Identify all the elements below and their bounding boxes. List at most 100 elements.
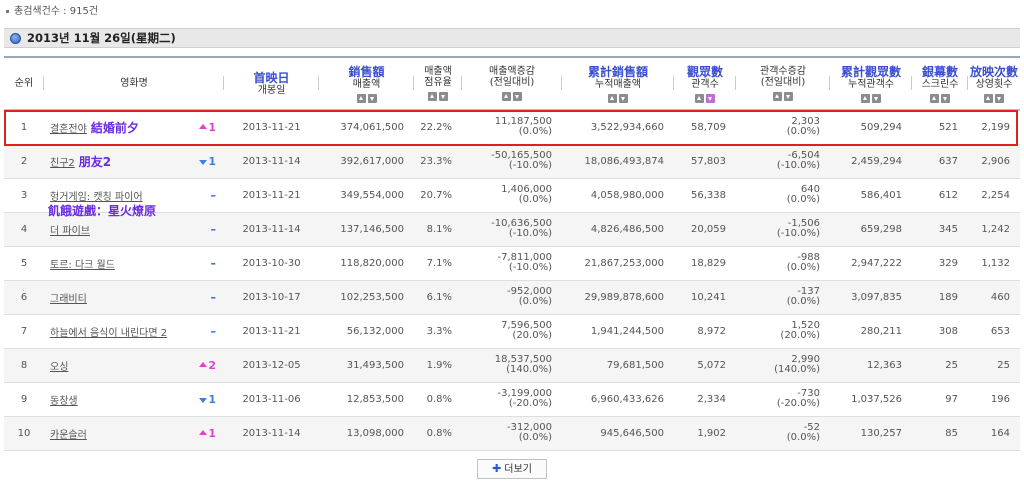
release-cell: 2013-11-21 bbox=[224, 110, 319, 145]
more-button[interactable]: ✚ 더보기 bbox=[477, 459, 547, 479]
cum-sales-cell: 18,086,493,874 bbox=[562, 144, 674, 179]
sales-change-cell: 11,187,500 (0.0%) bbox=[462, 110, 562, 145]
shows-cell: 1,132 bbox=[968, 246, 1020, 281]
rank-change: 1 bbox=[199, 155, 216, 168]
arrow-up-icon bbox=[199, 429, 208, 435]
rank-change: – bbox=[210, 222, 217, 236]
table-row: 6 그래비티 – 2013-10-17 102,253,500 6.1% -95… bbox=[4, 280, 1020, 315]
chinese-title-annotation: 飢餓遊戲：星火燎原 bbox=[48, 204, 157, 218]
movie-title-link[interactable]: 헝거게임: 캣칭 파이어 bbox=[50, 191, 143, 203]
sort-up-icon[interactable] bbox=[428, 92, 437, 101]
header-audience: 觀眾數 관객수 bbox=[674, 56, 736, 111]
table-row: 10 카운슬러 1 2013-11-14 13,098,000 0.8% -31… bbox=[4, 416, 1020, 451]
movie-title-link[interactable]: 카운슬러 bbox=[50, 429, 87, 441]
sort-down-icon[interactable] bbox=[941, 93, 950, 103]
sales-change-cell: -50,165,500 (-10.0%) bbox=[462, 144, 562, 179]
cum-audience-cell: 2,947,222 bbox=[830, 246, 912, 281]
more-button-label: 더보기 bbox=[504, 464, 532, 475]
sort-down-icon[interactable] bbox=[872, 93, 881, 103]
title-cell: 헝거게임: 캣칭 파이어 – bbox=[44, 178, 224, 213]
shows-cell: 2,906 bbox=[968, 144, 1020, 179]
table-row: 8 오싱 2 2013-12-05 31,493,500 1.9% 18,537… bbox=[4, 348, 1020, 383]
header-cum-sales: 累計銷售額 누적매출액 bbox=[562, 56, 674, 111]
screens-cell: 308 bbox=[912, 314, 968, 349]
release-cell: 2013-11-21 bbox=[224, 314, 319, 349]
aud-change-cell: 640 (0.0%) bbox=[736, 178, 830, 213]
sort-up-icon[interactable] bbox=[984, 93, 993, 103]
header-cum-audience: 累計觀眾數 누적관객수 bbox=[830, 56, 912, 111]
table-header-row: 순위 영화명 首映日 개봉일 銷售額 매출액 매출액 점유율 매출액증감 (전일대비… bbox=[4, 56, 1020, 111]
cum-audience-cell: 12,363 bbox=[830, 348, 912, 383]
cum-audience-cell: 1,037,526 bbox=[830, 382, 912, 417]
sales-change-cell: -10,636,500 (-10.0%) bbox=[462, 212, 562, 247]
share-cell: 7.1% bbox=[414, 246, 462, 281]
movie-title-link[interactable]: 결혼전야 bbox=[50, 123, 87, 135]
movie-title-link[interactable]: 오싱 bbox=[50, 361, 69, 373]
header-sales: 銷售額 매출액 bbox=[319, 56, 414, 111]
header-screens: 銀幕數 스크린수 bbox=[912, 56, 968, 111]
sort-down-icon[interactable] bbox=[513, 92, 522, 101]
sort-down-icon[interactable] bbox=[619, 93, 628, 103]
table-row: 2 친구2 朋友2 1 2013-11-14 392,617,000 23.3% … bbox=[4, 144, 1020, 179]
sort-down-icon[interactable] bbox=[995, 93, 1004, 103]
movie-title-link[interactable]: 동창생 bbox=[50, 395, 78, 407]
shows-cell: 2,254 bbox=[968, 178, 1020, 213]
release-cell: 2013-10-30 bbox=[224, 246, 319, 281]
sales-change-cell: -3,199,000 (-20.0%) bbox=[462, 382, 562, 417]
sort-down-icon[interactable] bbox=[706, 93, 715, 103]
audience-cell: 20,059 bbox=[674, 212, 736, 247]
title-cell: 더 파이브 – bbox=[44, 212, 224, 247]
sort-up-icon[interactable] bbox=[930, 93, 939, 103]
sales-cell: 349,554,000 bbox=[319, 178, 414, 213]
audience-cell: 57,803 bbox=[674, 144, 736, 179]
table-row: 3 헝거게임: 캣칭 파이어 – 2013-11-21 349,554,000 … bbox=[4, 178, 1020, 213]
sales-cell: 137,146,500 bbox=[319, 212, 414, 247]
movie-title-link[interactable]: 친구2 bbox=[50, 157, 75, 169]
audience-cell: 2,334 bbox=[674, 382, 736, 417]
share-cell: 0.8% bbox=[414, 382, 462, 417]
sales-cell: 12,853,500 bbox=[319, 382, 414, 417]
sort-up-icon[interactable] bbox=[773, 92, 782, 101]
audience-cell: 18,829 bbox=[674, 246, 736, 281]
title-cell: 친구2 朋友2 1 bbox=[44, 144, 224, 179]
cum-sales-cell: 4,826,486,500 bbox=[562, 212, 674, 247]
share-cell: 6.1% bbox=[414, 280, 462, 315]
sort-down-icon[interactable] bbox=[784, 92, 793, 101]
release-cell: 2013-11-06 bbox=[224, 382, 319, 417]
total-count-text: 총검색건수 : 915건 bbox=[14, 6, 99, 17]
cum-sales-cell: 945,646,500 bbox=[562, 416, 674, 451]
sales-cell: 13,098,000 bbox=[319, 416, 414, 451]
aud-change-cell: 2,303 (0.0%) bbox=[736, 110, 830, 145]
sales-cell: 374,061,500 bbox=[319, 110, 414, 145]
cum-audience-cell: 586,401 bbox=[830, 178, 912, 213]
shows-cell: 653 bbox=[968, 314, 1020, 349]
share-cell: 3.3% bbox=[414, 314, 462, 349]
sort-up-icon[interactable] bbox=[861, 93, 870, 103]
sort-up-icon[interactable] bbox=[608, 93, 617, 103]
share-cell: 23.3% bbox=[414, 144, 462, 179]
cum-audience-cell: 130,257 bbox=[830, 416, 912, 451]
movie-title-link[interactable]: 하늘에서 음식이 내린다면 2 bbox=[50, 327, 168, 339]
movie-title-link[interactable]: 더 파이브 bbox=[50, 225, 90, 237]
sort-down-icon[interactable] bbox=[367, 93, 377, 103]
sort-down-icon[interactable] bbox=[439, 92, 448, 101]
rank-cell: 3 bbox=[4, 178, 44, 213]
movie-title-link[interactable]: 그래비티 bbox=[50, 293, 87, 305]
chinese-title: 朋友2 bbox=[78, 154, 112, 169]
screens-cell: 612 bbox=[912, 178, 968, 213]
screens-cell: 637 bbox=[912, 144, 968, 179]
share-cell: 20.7% bbox=[414, 178, 462, 213]
sort-up-icon[interactable] bbox=[695, 93, 704, 103]
release-cell: 2013-12-05 bbox=[224, 348, 319, 383]
header-sales-change: 매출액증감 (전일대비) bbox=[462, 56, 562, 111]
cum-audience-cell: 509,294 bbox=[830, 110, 912, 145]
cum-sales-cell: 21,867,253,000 bbox=[562, 246, 674, 281]
screens-cell: 521 bbox=[912, 110, 968, 145]
sales-cell: 118,820,000 bbox=[319, 246, 414, 281]
release-cell: 2013-10-17 bbox=[224, 280, 319, 315]
movie-title-link[interactable]: 토르: 다크 월드 bbox=[50, 259, 115, 271]
screens-cell: 85 bbox=[912, 416, 968, 451]
sort-up-icon[interactable] bbox=[502, 92, 511, 101]
sales-change-cell: 7,596,500 (20.0%) bbox=[462, 314, 562, 349]
sort-up-icon[interactable] bbox=[356, 93, 366, 103]
